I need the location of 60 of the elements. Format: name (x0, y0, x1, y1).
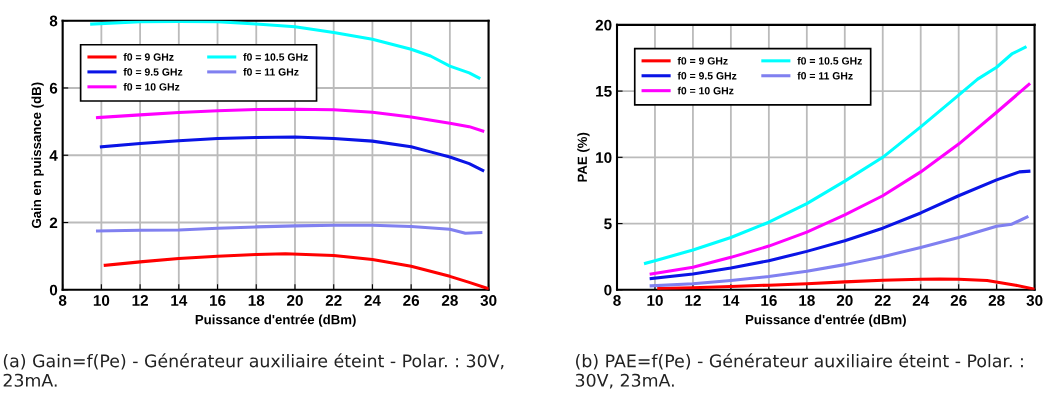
line-series (649, 169, 1031, 281)
y-axis-title: Gain en puissance (dB) (31, 82, 44, 229)
line-series (649, 82, 1031, 276)
legend-label: f0 = 9.5 GHz (123, 68, 183, 76)
y-tick-label: 5 (604, 218, 612, 230)
text: (b) PAE=f(Pe) - Générateur auxiliaire éteint - Polar. : 30V, 23mA. (575, 353, 1023, 389)
y-tick-label: 0 (49, 284, 58, 296)
x-tick-label: 16 (761, 295, 777, 306)
x-tick-label: 20 (287, 295, 303, 306)
line-series (103, 252, 489, 290)
legend-label: f0 = 9 GHz (123, 53, 174, 61)
x-tick-label: 30 (1026, 295, 1043, 306)
line-series (90, 20, 481, 80)
legend-label: f0 = 10 GHz (677, 86, 734, 95)
x-tick-label: 24 (912, 295, 930, 306)
y-axis-title: PAE (%) (577, 132, 590, 182)
legend-label: f0 = 11 GHz (797, 71, 853, 80)
x-tick-label: 16 (210, 295, 226, 306)
x-tick-label: 26 (950, 295, 967, 306)
legend-label: f0 = 10.5 GHz (797, 56, 862, 65)
legend-label: f0 = 11 GHz (243, 68, 299, 76)
x-tick-label: 12 (685, 295, 701, 306)
x-axis-title: Puissance d'entrée (dBm) (745, 314, 906, 327)
y-tick-label: 10 (596, 152, 612, 164)
legend-label: f0 = 10 GHz (123, 82, 180, 91)
y-tick-label: 4 (49, 150, 58, 161)
x-tick-label: 28 (988, 295, 1005, 306)
x-tick-label: 28 (441, 295, 458, 306)
x-axis-title: Puissance d'entrée (dBm) (195, 314, 356, 327)
legend-label: f0 = 9.5 GHz (677, 71, 737, 80)
x-tick-label: 14 (723, 295, 740, 306)
line-series (649, 215, 1029, 288)
y-tick-label: 20 (595, 19, 612, 31)
x-tick-label: 26 (403, 295, 420, 306)
x-tick-label: 20 (836, 295, 853, 306)
legend-label: f0 = 9 GHz (677, 56, 728, 65)
x-tick-label: 10 (93, 295, 110, 306)
line-series (95, 223, 483, 235)
y-tick-label: 0 (604, 284, 612, 296)
legend-label: f0 = 10.5 GHz (243, 53, 308, 61)
x-tick-label: 10 (647, 295, 663, 306)
x-tick-label: 22 (874, 295, 891, 306)
y-tick-label: 2 (49, 217, 58, 229)
y-tick-label: 15 (596, 86, 612, 97)
text: (a) Gain=f(Pe) - Générateur auxiliaire éteint - Polar. : 30V, 23mA. (3, 353, 504, 387)
x-tick-label: 8 (58, 295, 67, 306)
line-series (99, 135, 485, 172)
x-tick-label: 12 (132, 295, 148, 306)
line-series (643, 45, 1027, 265)
x-tick-label: 22 (325, 295, 342, 306)
x-tick-label: 30 (480, 295, 497, 306)
y-tick-label: 6 (49, 82, 58, 94)
x-tick-label: 18 (248, 295, 265, 306)
line-series (657, 277, 1035, 290)
x-tick-label: 24 (364, 295, 381, 306)
x-tick-label: 14 (171, 295, 188, 306)
line-series (95, 107, 485, 133)
y-tick-label: 8 (49, 15, 58, 27)
x-tick-label: 8 (613, 295, 621, 306)
x-tick-label: 18 (799, 295, 815, 306)
